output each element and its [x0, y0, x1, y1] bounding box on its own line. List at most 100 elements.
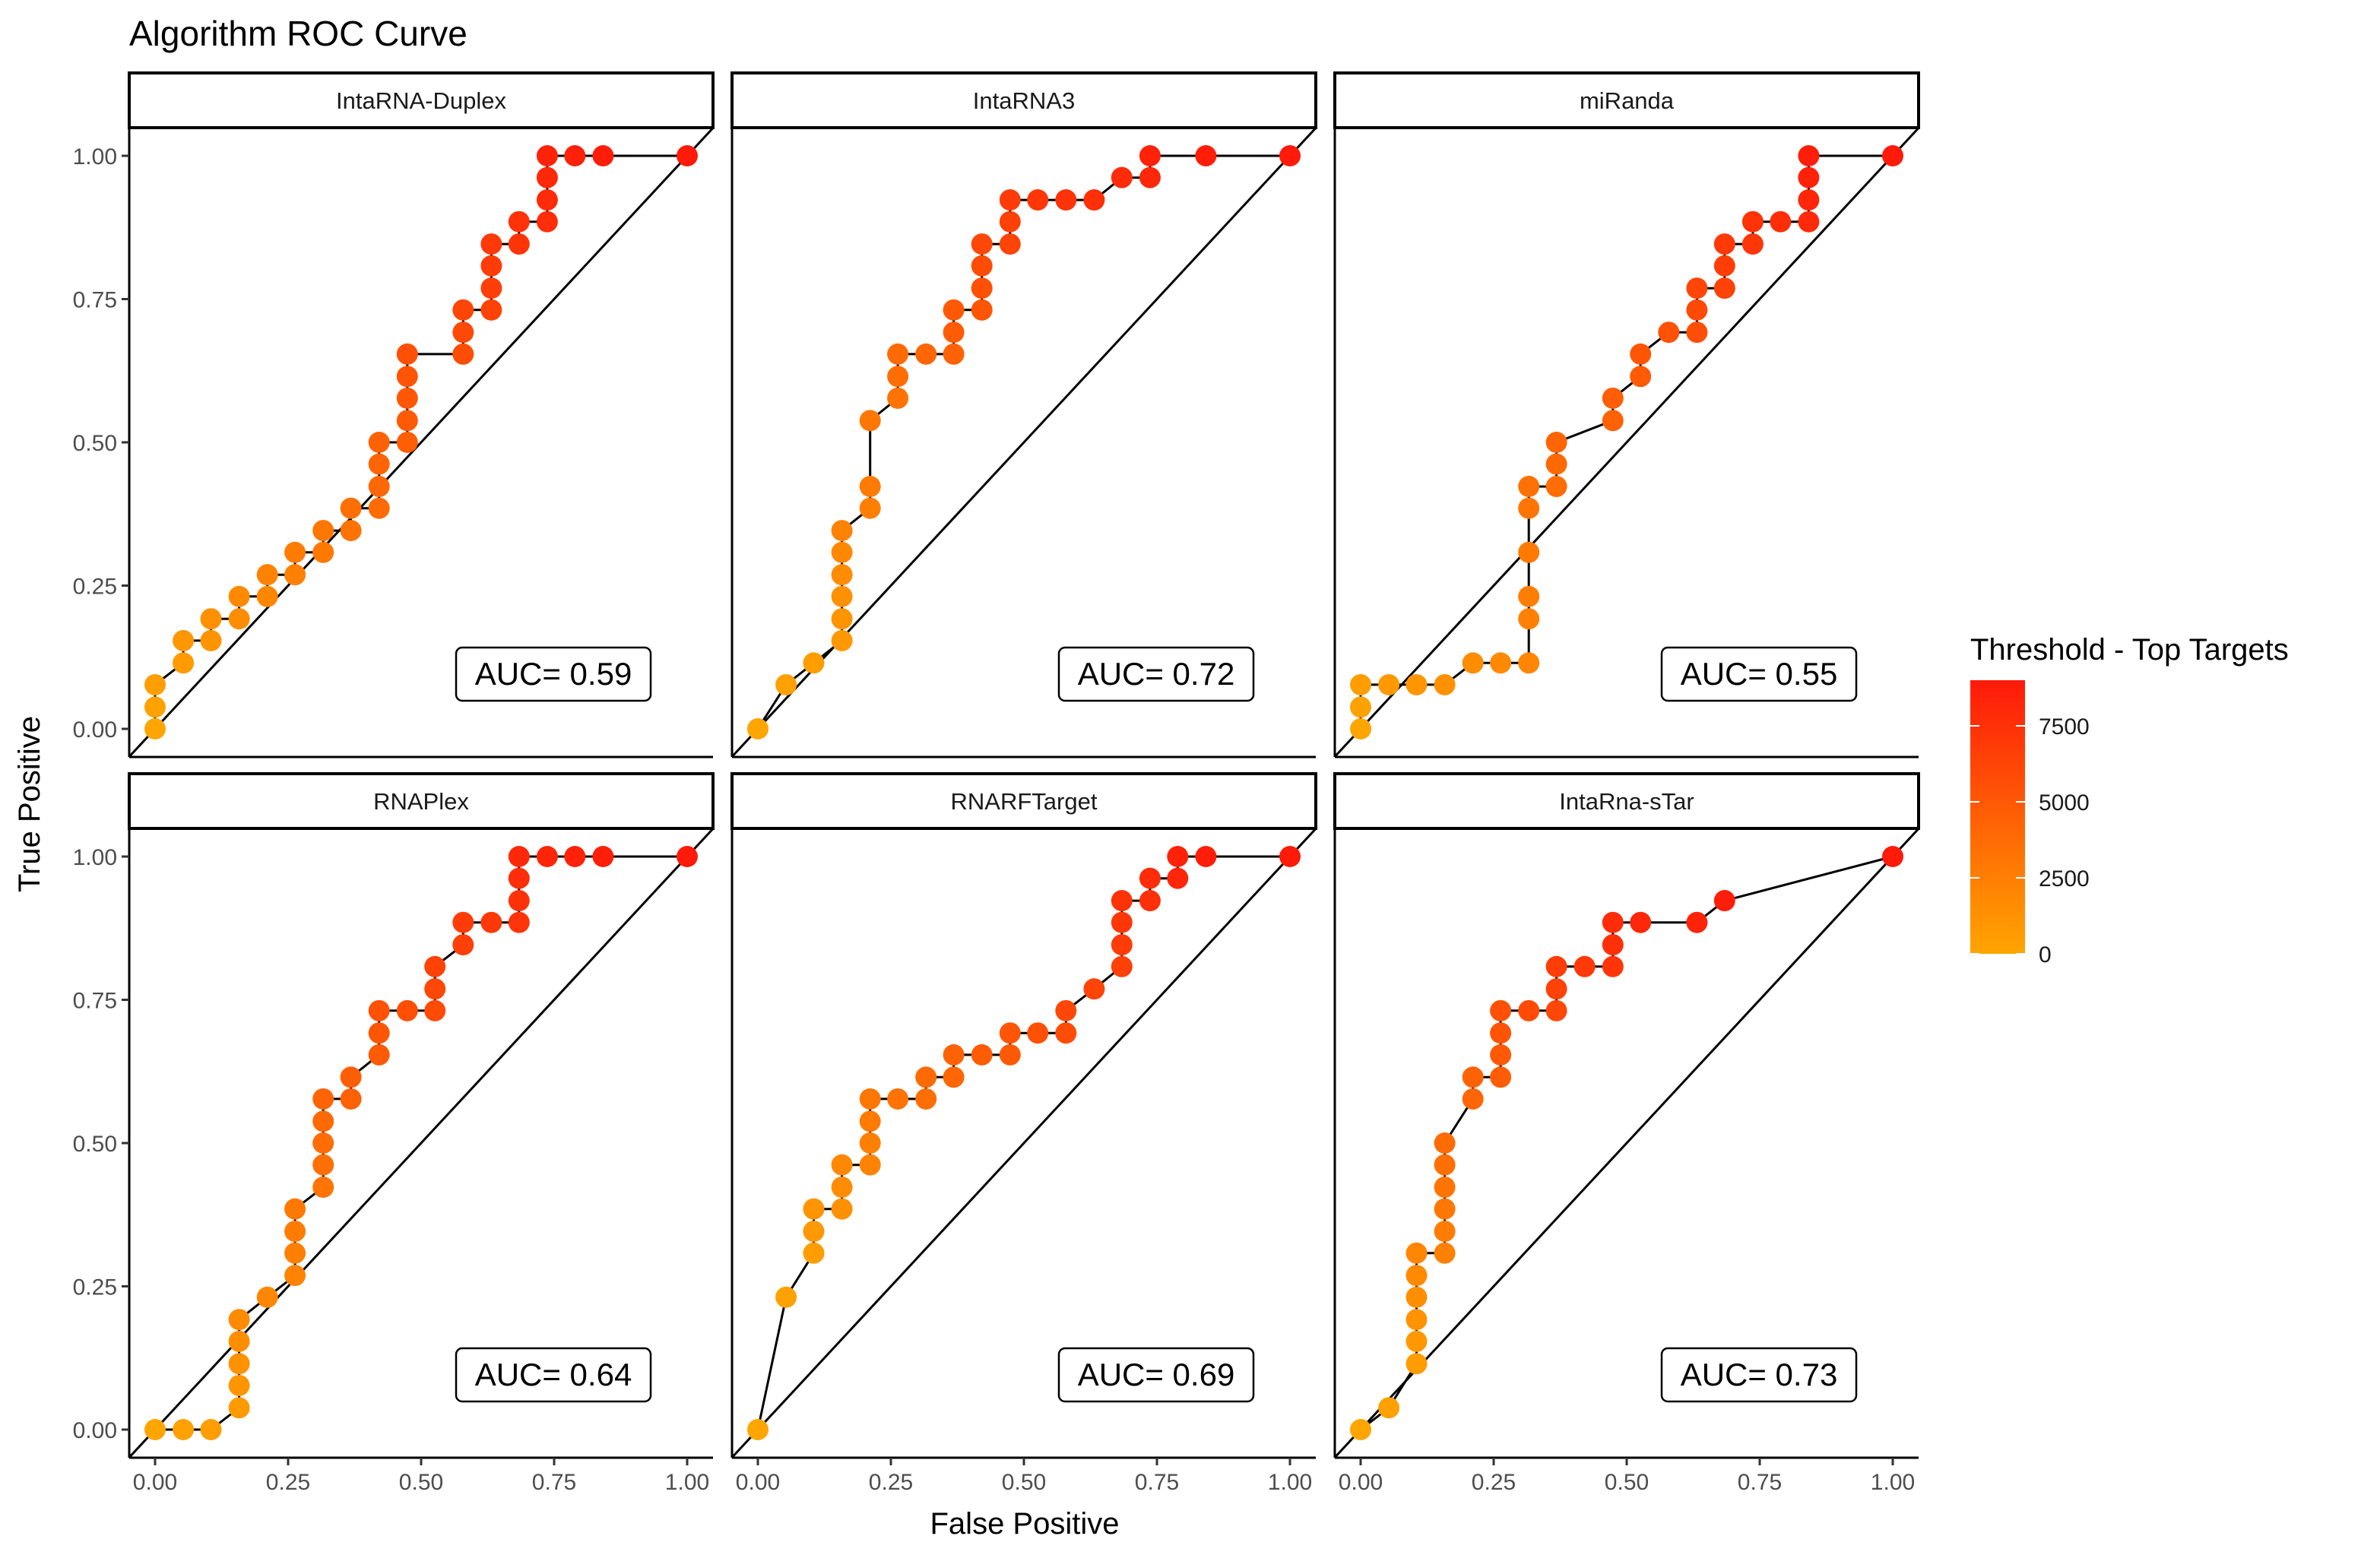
- roc-point: [1111, 911, 1133, 933]
- roc-point: [284, 541, 306, 563]
- roc-point: [1518, 999, 1540, 1021]
- roc-point: [396, 410, 418, 432]
- roc-point: [256, 585, 278, 607]
- x-tick-label: 0.25: [1472, 1470, 1516, 1495]
- roc-point: [943, 321, 965, 344]
- roc-point: [971, 299, 993, 321]
- roc-point: [536, 189, 558, 211]
- roc-point: [424, 999, 446, 1021]
- roc-point: [312, 1154, 334, 1176]
- legend: Threshold - Top Targets 7500 5000 2500 0: [1970, 633, 2289, 968]
- roc-point: [1658, 321, 1680, 344]
- roc-point: [1027, 189, 1049, 211]
- roc-point: [831, 608, 853, 630]
- roc-point: [1111, 934, 1133, 956]
- legend-label: 7500: [2039, 714, 2090, 739]
- x-tick-label: 0.75: [532, 1470, 576, 1495]
- roc-point: [747, 718, 769, 739]
- auc-label-box: [1660, 1347, 1858, 1403]
- roc-point: [1713, 233, 1735, 255]
- roc-point: [831, 585, 853, 607]
- roc-point: [368, 1044, 390, 1066]
- roc-point: [943, 1044, 965, 1066]
- roc-point: [480, 911, 502, 933]
- roc-point: [1490, 1066, 1512, 1088]
- roc-point: [564, 846, 586, 867]
- auc-label-box: [455, 646, 652, 702]
- legend-label: 5000: [2039, 790, 2090, 816]
- roc-point: [775, 1286, 797, 1308]
- roc-point: [831, 1177, 853, 1199]
- roc-point: [200, 629, 222, 651]
- roc-point: [1798, 145, 1820, 166]
- roc-point: [859, 1110, 881, 1132]
- roc-point: [1139, 890, 1161, 912]
- roc-point: [592, 145, 614, 166]
- roc-point: [887, 343, 909, 365]
- roc-point: [508, 211, 530, 233]
- roc-point: [452, 934, 474, 956]
- roc-point: [1882, 145, 1903, 166]
- y-tick-label: 0.75: [73, 288, 117, 313]
- auc-label: AUC= 0.72: [1078, 656, 1235, 692]
- roc-point: [1518, 541, 1540, 563]
- roc-point: [1686, 911, 1708, 933]
- roc-point: [312, 1177, 334, 1199]
- roc-point: [368, 453, 390, 475]
- roc-point: [1405, 673, 1428, 695]
- roc-point: [1139, 867, 1161, 889]
- roc-point: [859, 1132, 881, 1154]
- roc-point: [1713, 890, 1735, 912]
- x-tick-label: 0.75: [1135, 1470, 1179, 1495]
- roc-point: [312, 1110, 334, 1132]
- roc-point: [1083, 978, 1105, 1000]
- facet-strip: [730, 772, 1317, 830]
- roc-point: [971, 233, 993, 255]
- roc-point: [480, 277, 502, 299]
- facet-strip: [1333, 772, 1920, 830]
- facet-strip: [128, 71, 715, 129]
- facet-strip: [1333, 71, 1920, 129]
- roc-point: [1405, 1353, 1428, 1375]
- roc-point: [312, 520, 334, 542]
- roc-point: [1545, 999, 1567, 1021]
- roc-point: [173, 629, 195, 651]
- roc-point: [312, 1088, 334, 1110]
- roc-point: [1573, 955, 1596, 977]
- roc-point: [144, 673, 166, 695]
- roc-point: [536, 846, 558, 867]
- roc-point: [677, 846, 698, 867]
- roc-point: [312, 541, 334, 563]
- roc-point: [999, 1022, 1021, 1044]
- roc-point: [1055, 189, 1077, 211]
- roc-point: [1686, 299, 1708, 321]
- roc-point: [859, 497, 881, 519]
- auc-label: AUC= 0.55: [1681, 656, 1838, 692]
- roc-point: [1350, 673, 1371, 695]
- roc-point: [1882, 846, 1903, 867]
- roc-point: [1405, 1286, 1428, 1308]
- legend-title: Threshold - Top Targets: [1970, 633, 2289, 667]
- roc-point: [1462, 1088, 1484, 1110]
- y-tick-label: 0.50: [73, 431, 117, 456]
- auc-label: AUC= 0.69: [1078, 1357, 1235, 1392]
- x-axis-title: False Positive: [930, 1507, 1120, 1541]
- roc-point: [1139, 145, 1161, 166]
- roc-point: [1490, 1044, 1512, 1066]
- roc-point: [228, 1330, 250, 1352]
- x-tick-label: 0.25: [266, 1470, 310, 1495]
- roc-point: [1083, 189, 1105, 211]
- roc-point: [1350, 718, 1371, 739]
- roc-point: [368, 432, 390, 453]
- roc-point: [999, 211, 1021, 233]
- roc-line: [756, 154, 1290, 730]
- panel-intarna3: IntaRNA3 AUC= 0.72: [730, 71, 1317, 758]
- roc-point: [480, 233, 502, 255]
- roc-point: [1518, 476, 1540, 498]
- roc-point: [1798, 189, 1820, 211]
- roc-point: [284, 564, 306, 586]
- roc-point: [1434, 1221, 1456, 1243]
- roc-point: [1741, 233, 1764, 255]
- roc-point: [1545, 955, 1567, 977]
- x-tick-label: 1.00: [1871, 1470, 1915, 1495]
